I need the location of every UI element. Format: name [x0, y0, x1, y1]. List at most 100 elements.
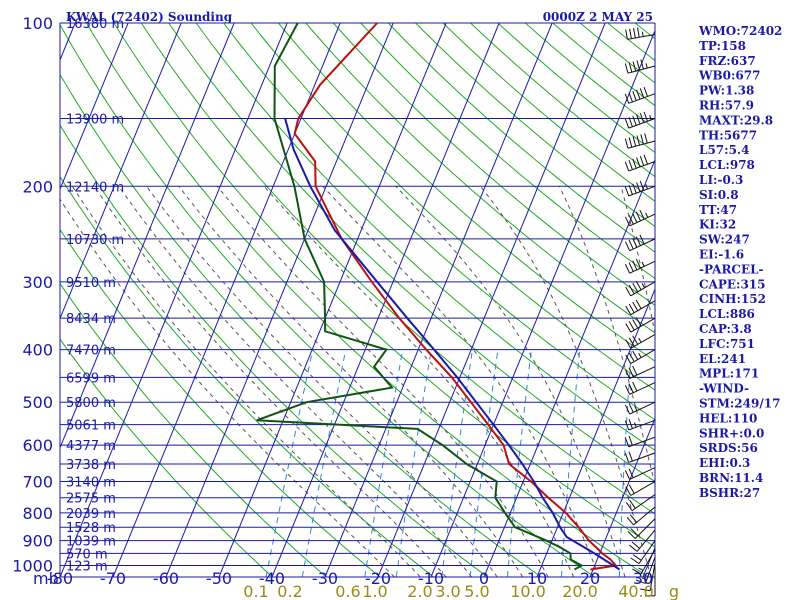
- height-label: 12140 m: [66, 180, 124, 195]
- isotherm-line: [430, 29, 655, 577]
- index-entry: PW:1.38: [699, 84, 754, 98]
- isotherm-line: [60, 23, 235, 450]
- wind-barb-staff: [631, 494, 656, 512]
- dry-adiabat-line: [332, 23, 655, 306]
- index-entry: SI:0.8: [699, 188, 739, 202]
- moist-adiabat-line: [216, 185, 549, 577]
- wind-barb-flag: [644, 133, 648, 144]
- index-entry: LFC:751: [699, 337, 755, 351]
- index-entry: STM:249/17: [699, 397, 780, 411]
- wind-barb-staff: [629, 366, 656, 379]
- wind-barb-flag: [632, 158, 637, 169]
- wind-barb-flag: [625, 486, 632, 496]
- isotherm-line: [165, 23, 394, 577]
- parcel-line: [284, 118, 621, 571]
- wind-barb-flag: [628, 137, 633, 148]
- index-entry: SHR+:0.0: [699, 426, 764, 440]
- wind-barb-half: [634, 422, 637, 428]
- wind-barb-flag: [624, 385, 631, 395]
- dry-adiabat-line: [195, 23, 655, 451]
- index-entry: BSHR:27: [699, 486, 760, 500]
- wind-barb-flag: [635, 236, 641, 246]
- temperature-tick-label: 10: [527, 569, 547, 588]
- isotherm-line: [483, 158, 655, 577]
- dry-adiabat-line: [85, 23, 649, 577]
- wind-barb-staff: [629, 238, 656, 252]
- wind-barb-staff: [628, 436, 656, 448]
- index-entry: L57:5.4: [699, 143, 749, 157]
- moist-adiabat-line: [480, 185, 652, 577]
- wind-barb-staff: [630, 281, 656, 297]
- wind-barb-flag: [624, 452, 630, 463]
- temperature-tick-label: 30: [633, 569, 653, 588]
- pressure-label: 1000: [12, 557, 53, 576]
- wind-barb-flag: [624, 118, 630, 129]
- wind-barb-flag: [628, 214, 634, 225]
- wind-barb-flag: [629, 544, 638, 552]
- wind-barb-flag: [624, 186, 630, 197]
- mixing-ratio-label: 0.1: [243, 582, 268, 600]
- height-label: 8434 m: [66, 312, 116, 327]
- dry-adiabat-line: [278, 23, 655, 362]
- wind-barb-flag: [637, 27, 640, 38]
- temperature-tick-label: 0: [479, 569, 489, 588]
- moist-adiabat-line: [395, 185, 626, 577]
- wind-barb-flag: [632, 282, 639, 293]
- wind-barb-half: [645, 212, 649, 218]
- height-label: 4377 m: [66, 439, 116, 454]
- index-entry: SW:247: [699, 233, 750, 247]
- wind-barb-flag: [624, 216, 631, 227]
- wind-barb-flag: [625, 354, 632, 364]
- index-entry: LCL:886: [699, 307, 755, 321]
- wind-barb-flag: [636, 157, 641, 168]
- index-entry: TT:47: [699, 203, 737, 217]
- moist-adiabat-line: [71, 186, 421, 577]
- index-entry: CAPE:315: [699, 277, 766, 291]
- dry-adiabat-line: [168, 23, 655, 483]
- wind-barb-staff: [627, 34, 656, 40]
- wind-barb-flag: [639, 156, 645, 166]
- wind-barb-staff: [638, 540, 656, 564]
- isobars: [59, 22, 656, 578]
- index-entry: MAXT:29.8: [699, 113, 773, 127]
- wind-barb-flag: [632, 319, 639, 329]
- wind-barb-staff: [640, 549, 656, 575]
- wind-barb-half: [641, 283, 646, 289]
- height-label: 2575 m: [66, 492, 116, 507]
- pressure-label: 600: [22, 436, 53, 455]
- wind-barb-flag: [639, 234, 645, 245]
- mixing-ratio-label: g: [669, 582, 679, 600]
- wind-barb-flag: [629, 499, 636, 509]
- profile-series: [256, 23, 621, 571]
- index-entry: FRZ:637: [699, 54, 756, 68]
- dry-adiabat-line: [223, 23, 655, 421]
- wind-barbs: [624, 27, 656, 597]
- mixing-ratio-label: 0.2: [277, 582, 302, 600]
- temperature-labels: -80 -70 -60 -50 -40 -30 -20 -10 0 10 20 30: [47, 569, 653, 588]
- wind-barb-flag: [628, 418, 633, 429]
- mixing-ratio-label: 40.0: [618, 582, 654, 600]
- wind-barb-flag: [631, 541, 640, 549]
- pressure-label: 100: [22, 14, 53, 33]
- pressure-label: 400: [22, 341, 53, 360]
- wind-barb-staff: [630, 333, 656, 349]
- isotherms: [60, 23, 655, 577]
- wind-barb-flag: [624, 161, 630, 172]
- station-title: KWAL (72402) Sounding: [66, 10, 233, 24]
- wind-barb-staff: [630, 317, 656, 333]
- dry-adiabat-line: [579, 23, 655, 84]
- dry-adiabats: [60, 23, 655, 577]
- wind-barb-flag: [628, 367, 634, 378]
- index-entry: TH:5677: [699, 128, 757, 142]
- temperature-tick-label: -30: [312, 569, 338, 588]
- wind-barb-staff: [630, 349, 656, 365]
- wind-barb-flag: [628, 337, 635, 347]
- wind-barb-flag: [628, 239, 634, 250]
- wind-barb-staff: [630, 300, 656, 316]
- wind-barb-flag: [625, 323, 632, 333]
- height-label: 1039 m: [66, 535, 116, 550]
- wind-barb-flag: [628, 352, 635, 362]
- wind-barb-half: [638, 353, 642, 358]
- index-entry: HEL:110: [699, 411, 757, 425]
